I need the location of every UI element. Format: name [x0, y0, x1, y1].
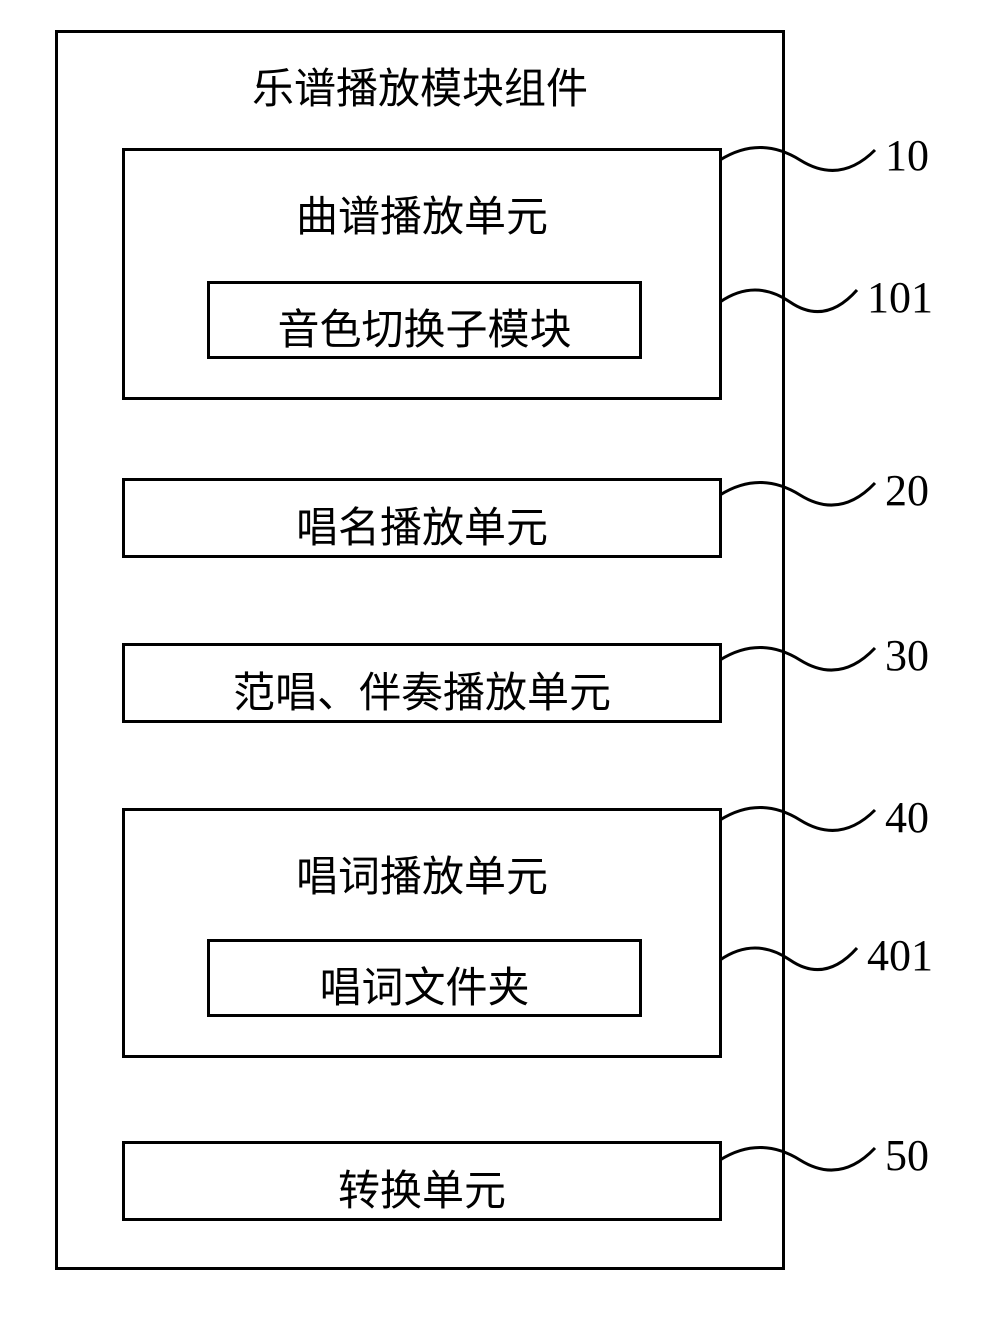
diagram-title: 乐谱播放模块组件 [58, 33, 782, 126]
unit-box-40: 唱词播放单元 唱词文件夹 [122, 808, 722, 1058]
callout-label-20: 20 [885, 465, 929, 516]
unit-label-30: 范唱、伴奏播放单元 [125, 646, 719, 720]
unit-box-30: 范唱、伴奏播放单元 [122, 643, 722, 723]
unit-label-40: 唱词播放单元 [125, 811, 719, 904]
callout-label-401: 401 [867, 930, 933, 981]
unit-label-50: 转换单元 [125, 1144, 719, 1218]
sub-box-401: 唱词文件夹 [207, 939, 642, 1017]
unit-box-20: 唱名播放单元 [122, 478, 722, 558]
callout-label-101: 101 [867, 272, 933, 323]
sub-label-101: 音色切换子模块 [210, 284, 639, 357]
callout-label-10: 10 [885, 130, 929, 181]
unit-box-10: 曲谱播放单元 音色切换子模块 [122, 148, 722, 400]
callout-label-40: 40 [885, 792, 929, 843]
sub-label-401: 唱词文件夹 [210, 942, 639, 1015]
callout-label-50: 50 [885, 1130, 929, 1181]
unit-box-50: 转换单元 [122, 1141, 722, 1221]
diagram-container: 乐谱播放模块组件 曲谱播放单元 音色切换子模块 唱名播放单元 范唱、伴奏播放单元… [55, 30, 785, 1270]
sub-box-101: 音色切换子模块 [207, 281, 642, 359]
unit-label-20: 唱名播放单元 [125, 481, 719, 555]
unit-label-10: 曲谱播放单元 [125, 151, 719, 244]
callout-label-30: 30 [885, 630, 929, 681]
